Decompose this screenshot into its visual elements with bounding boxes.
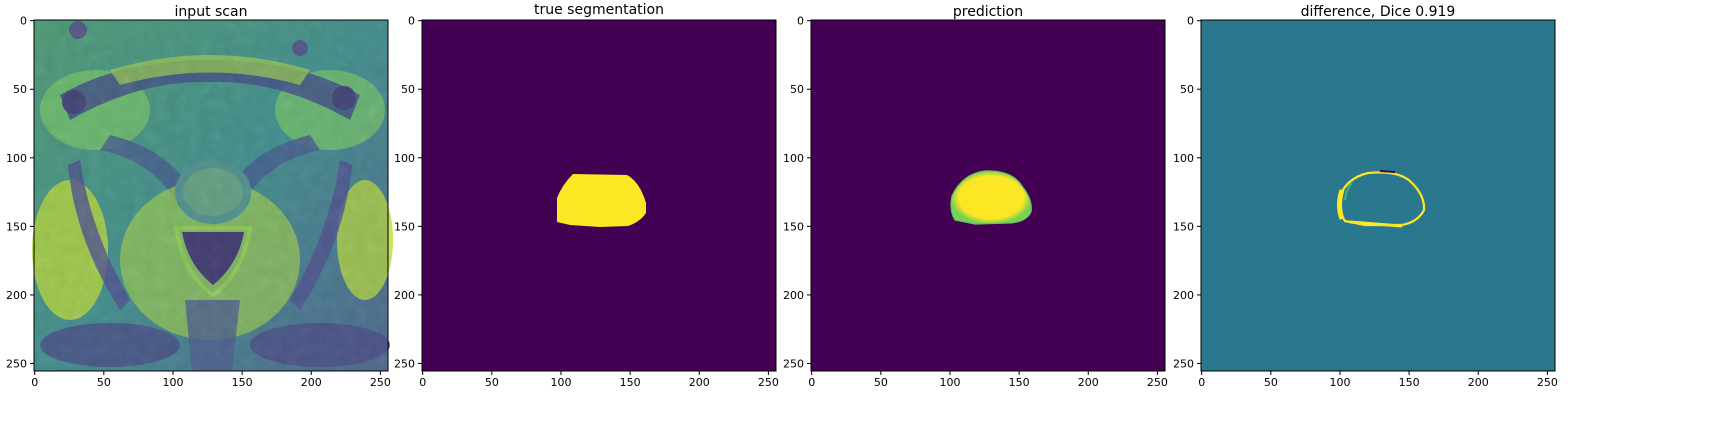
x-tick-label: 50: [97, 376, 111, 389]
panel-difference: difference, Dice 0.919 0 50 100 150 200 250 0 5…: [1173, 4, 1558, 389]
x-tick-label: 200: [301, 376, 322, 389]
x-tick-label: 0: [808, 376, 815, 389]
x-tick-label: 50: [1264, 376, 1278, 389]
y-tick-label: 50: [1180, 83, 1194, 96]
x-tick-label: 150: [620, 376, 641, 389]
y-tick-label: 250: [6, 357, 27, 370]
x-tick-label: 100: [939, 376, 960, 389]
x-tick-label: 250: [758, 376, 779, 389]
x-tick-label: 0: [1198, 376, 1205, 389]
y-tick-label: 250: [783, 357, 804, 370]
y-tick-label: 50: [401, 83, 415, 96]
panel-title-prediction: prediction: [953, 4, 1023, 20]
x-tick-label: 150: [1399, 376, 1420, 389]
y-tick-label: 200: [394, 289, 415, 302]
y-tick-label: 0: [20, 15, 27, 28]
y-tick-label: 150: [6, 220, 27, 233]
y-tick-label: 150: [1173, 220, 1194, 233]
panel-title-input-scan: input scan: [175, 4, 248, 20]
y-tick-label: 250: [1173, 357, 1194, 370]
y-tick-label: 50: [790, 83, 804, 96]
panel-true-segmentation: true segmentation 0 50 100 150 200 250 0 50 100 1…: [394, 2, 779, 389]
x-tick-label: 100: [162, 376, 183, 389]
y-tick-label: 200: [1173, 289, 1194, 302]
y-tick-label: 100: [783, 152, 804, 165]
panel-title-true-segmentation: true segmentation: [534, 2, 664, 18]
x-tick-label: 50: [485, 376, 499, 389]
x-tick-label: 100: [1329, 376, 1350, 389]
x-tick-label: 150: [232, 376, 253, 389]
true-mask-image: [422, 20, 776, 371]
mri-image: [32, 20, 393, 371]
y-tick-label: 200: [6, 289, 27, 302]
x-tick-label: 100: [550, 376, 571, 389]
panel-title-difference: difference, Dice 0.919: [1301, 4, 1456, 20]
y-tick-label: 200: [783, 289, 804, 302]
x-tick-label: 200: [1078, 376, 1099, 389]
y-tick-label: 250: [394, 357, 415, 370]
x-tick-label: 0: [31, 376, 38, 389]
x-tick-label: 200: [689, 376, 710, 389]
panel-prediction: prediction 0 50 100 150 200 250 0 50 100 150 200 25…: [783, 4, 1168, 389]
y-tick-label: 100: [6, 152, 27, 165]
y-tick-label: 150: [783, 220, 804, 233]
y-tick-label: 0: [1187, 15, 1194, 28]
y-tick-label: 50: [13, 83, 27, 96]
prediction-image: [811, 20, 1165, 371]
x-tick-label: 50: [874, 376, 888, 389]
x-tick-label: 200: [1468, 376, 1489, 389]
y-tick-label: 100: [1173, 152, 1194, 165]
y-tick-label: 0: [797, 15, 804, 28]
x-tick-label: 0: [419, 376, 426, 389]
panel-input-scan: input scan: [6, 4, 393, 389]
y-tick-label: 0: [408, 15, 415, 28]
x-tick-label: 250: [370, 376, 391, 389]
x-tick-label: 150: [1009, 376, 1030, 389]
x-tick-label: 250: [1537, 376, 1558, 389]
true-mask-region: [557, 174, 646, 227]
x-tick-label: 250: [1147, 376, 1168, 389]
y-tick-label: 150: [394, 220, 415, 233]
y-tick-label: 100: [394, 152, 415, 165]
difference-image: [1201, 20, 1555, 371]
